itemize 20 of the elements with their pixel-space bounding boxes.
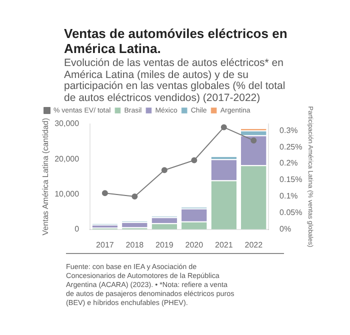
y2-tick-label: 0.2% [280, 158, 298, 168]
x-tick-label: 2019 [156, 240, 174, 250]
x-tick-label: 2020 [185, 240, 204, 250]
chart-subtitle: Evolución de las ventas de autos eléctricos* en América Latina (miles de autos) y de su participación en las ventas globales (% del total de autos eléctricos vendidos) (2017-2022) [64, 57, 286, 104]
y2-tick-label: 0% [280, 224, 292, 234]
y2-tick-label: 0.05% [280, 208, 302, 218]
x-tick-label: 2021 [215, 240, 234, 250]
chart-title: Ventas de automóviles eléctricos en América Latina. [64, 26, 288, 56]
y-tick-label: 30,000 [54, 119, 80, 128]
y-tick-label: 20,000 [54, 154, 80, 164]
y2-tick-label: 0.25% [280, 142, 302, 152]
y2-tick-label: 0.3% [280, 126, 298, 135]
x-tick-label: 2017 [96, 240, 114, 250]
y-axis-title: Ventas América Latina (cantidad) [41, 118, 50, 236]
x-tick-label: 2018 [126, 240, 144, 250]
x-tick-label: 2022 [244, 240, 264, 250]
y-tick-label: 10,000 [54, 189, 80, 198]
y-tick-label: 0 [74, 224, 80, 234]
y2-tick-label: 0.15% [280, 175, 302, 184]
y2-tick-label: 0.1% [280, 192, 298, 201]
